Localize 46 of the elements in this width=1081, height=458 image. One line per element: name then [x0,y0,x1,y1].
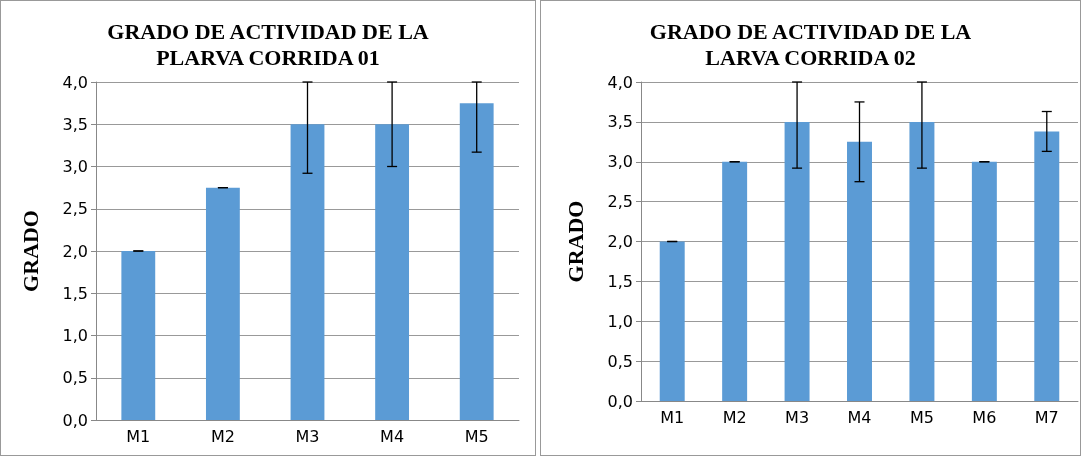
bar [121,251,156,420]
x-tick-label: M4 [847,407,872,427]
x-tick-label: M2 [210,426,235,446]
y-tick-label: 2,5 [62,199,88,219]
bar [205,187,240,420]
chart-title: GRADO DE ACTIVIDAD DE LA PLARVA CORRIDA 01 [107,18,429,70]
bar [784,121,810,401]
y-tick-label: 4,0 [607,72,633,92]
x-tick-label: M7 [1034,407,1059,427]
y-tick-label: 3,5 [607,112,633,132]
bar [659,241,685,401]
y-tick-label: 0,0 [62,410,88,430]
y-tick-label: 1,5 [607,271,633,291]
bar [847,141,872,401]
y-tick-label: 0,0 [607,391,633,411]
x-tick-label: M4 [380,426,405,446]
y-tick-label: 2,0 [62,241,88,261]
bar [375,124,410,420]
x-tick-label: M1 [660,407,685,427]
x-tick-label: M1 [126,426,151,446]
x-tick-label: M5 [464,426,489,446]
y-tick-label: 1,0 [62,326,88,345]
y-tick-label: 2,0 [607,232,633,251]
chart-title: GRADO DE ACTIVIDAD DE LA LARVA CORRIDA 02 [649,18,972,70]
y-tick-label: 1,5 [62,283,88,303]
bar [909,121,935,401]
y-axis-title: GRADO [562,200,588,283]
y-tick-label: 0,5 [607,351,633,371]
bar [971,161,997,401]
y-tick-label: 3,5 [62,114,88,134]
x-tick-label: M5 [909,407,934,427]
bar [459,103,494,420]
bar [1034,131,1060,401]
bar [290,124,325,420]
x-tick-label: M2 [722,407,747,427]
y-tick-label: 4,0 [62,72,88,92]
y-tick-label: 0,5 [62,368,88,388]
y-tick-label: 3,0 [62,157,88,176]
y-tick-label: 2,5 [607,192,633,212]
x-tick-label: M3 [295,426,320,446]
y-tick-label: 1,0 [607,311,633,331]
bar [722,161,748,401]
y-tick-label: 3,0 [607,152,633,172]
x-tick-label: M3 [785,407,810,427]
x-tick-label: M6 [972,407,997,427]
y-axis-title: GRADO [17,210,43,292]
